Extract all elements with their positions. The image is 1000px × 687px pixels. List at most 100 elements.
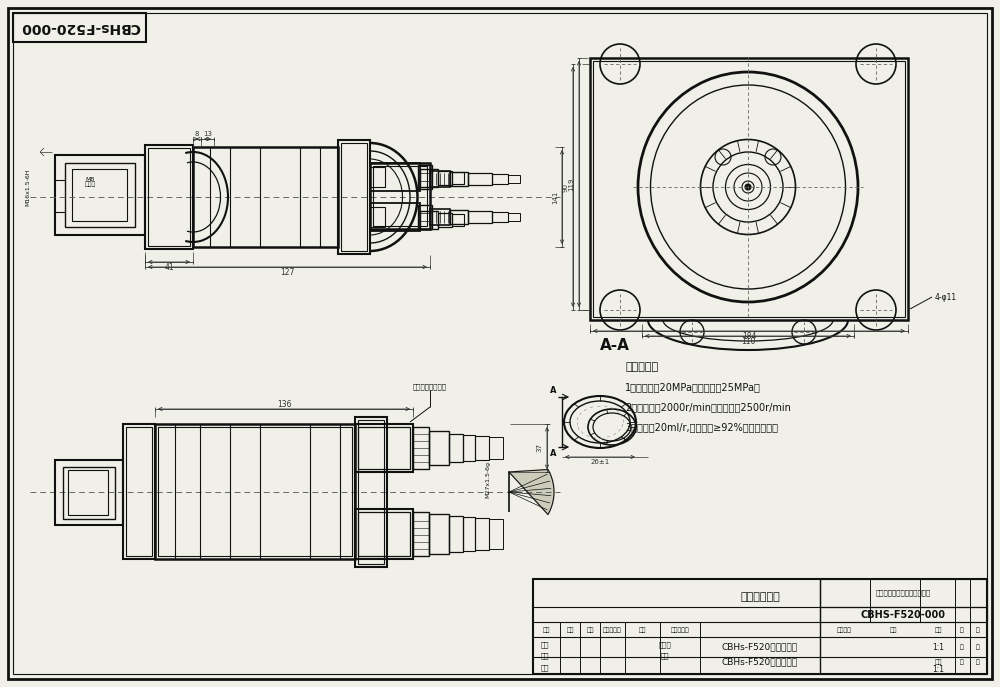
- Bar: [492, 212, 508, 222]
- Bar: [373, 166, 427, 226]
- Bar: [820, 607, 987, 622]
- Text: 图样标记: 图样标记: [836, 627, 852, 633]
- Bar: [418, 205, 432, 229]
- Text: CBHs-F520齿轮泵总成: CBHs-F520齿轮泵总成: [722, 642, 798, 651]
- Bar: [590, 58, 908, 320]
- Bar: [72, 169, 127, 221]
- Text: 共: 共: [960, 644, 964, 650]
- Text: 2、额定转速2000r/min，最高转速2500r/min: 2、额定转速2000r/min，最高转速2500r/min: [625, 402, 791, 412]
- Text: 设计: 设计: [541, 642, 549, 649]
- Text: 共: 共: [960, 627, 964, 633]
- Text: 90: 90: [562, 183, 568, 192]
- Bar: [65, 163, 135, 227]
- Text: 1:1: 1:1: [932, 642, 944, 651]
- Text: 批准: 批准: [661, 653, 669, 660]
- Bar: [489, 519, 503, 549]
- Text: 第: 第: [960, 660, 964, 665]
- Bar: [420, 169, 438, 187]
- Text: 4-φ11: 4-φ11: [935, 293, 957, 302]
- Bar: [418, 165, 432, 189]
- Text: 26±1: 26±1: [590, 459, 610, 465]
- Bar: [355, 417, 387, 567]
- Bar: [68, 470, 108, 515]
- Text: 数量: 数量: [889, 627, 897, 633]
- Bar: [158, 427, 352, 556]
- Text: 37: 37: [536, 444, 542, 453]
- Text: 8: 8: [195, 131, 199, 137]
- Bar: [429, 431, 449, 465]
- Bar: [413, 512, 429, 556]
- Text: 外连接尺寸图: 外连接尺寸图: [740, 592, 780, 602]
- Bar: [123, 424, 155, 559]
- Text: 页: 页: [976, 660, 980, 665]
- Bar: [13, 13, 146, 42]
- Text: 螺纹孔: 螺纹孔: [84, 181, 96, 187]
- Bar: [430, 209, 450, 225]
- Text: 页: 页: [976, 644, 980, 650]
- Text: CBHs-F520-000: CBHs-F520-000: [20, 20, 140, 34]
- Bar: [358, 427, 410, 469]
- Bar: [820, 579, 987, 607]
- Text: 比例: 比例: [934, 660, 942, 665]
- Bar: [508, 213, 520, 221]
- Bar: [449, 434, 463, 462]
- Bar: [370, 163, 430, 229]
- Text: A: A: [550, 449, 556, 458]
- Bar: [155, 424, 355, 559]
- Text: 标记: 标记: [542, 627, 550, 633]
- Text: 13: 13: [203, 131, 212, 137]
- Text: 标准化: 标准化: [659, 642, 671, 649]
- Bar: [193, 147, 338, 247]
- Bar: [438, 213, 452, 227]
- Text: CBHs-F520齿轮泵总成: CBHs-F520齿轮泵总成: [722, 657, 798, 666]
- Text: 119: 119: [568, 177, 574, 191]
- Text: 41: 41: [164, 262, 174, 271]
- Bar: [370, 207, 385, 227]
- Bar: [370, 163, 420, 191]
- Bar: [420, 211, 438, 229]
- Bar: [429, 514, 449, 554]
- Circle shape: [745, 184, 751, 190]
- Bar: [463, 435, 475, 461]
- Text: 127: 127: [280, 267, 295, 276]
- Bar: [126, 427, 152, 556]
- Bar: [450, 210, 468, 224]
- Bar: [492, 174, 508, 184]
- Text: 分区: 分区: [586, 627, 594, 633]
- Bar: [148, 148, 190, 246]
- Text: 处数: 处数: [566, 627, 574, 633]
- Text: 工艺: 工艺: [541, 665, 549, 671]
- Bar: [593, 61, 905, 317]
- Text: CBHS-F520-000: CBHS-F520-000: [860, 610, 946, 620]
- Bar: [55, 155, 145, 235]
- Text: M16x1.5-6H: M16x1.5-6H: [26, 168, 31, 205]
- Bar: [430, 171, 450, 187]
- Bar: [413, 427, 429, 469]
- Bar: [338, 140, 370, 254]
- Bar: [355, 509, 413, 559]
- Bar: [358, 420, 384, 564]
- Bar: [449, 516, 463, 552]
- Text: 1、额定压力20MPa，最高压力25MPa。: 1、额定压力20MPa，最高压力25MPa。: [625, 382, 761, 392]
- Text: M27x1.5-6g: M27x1.5-6g: [486, 462, 491, 499]
- Text: 1:1: 1:1: [932, 666, 944, 675]
- Text: 签名: 签名: [638, 627, 646, 633]
- Text: 110: 110: [741, 337, 755, 346]
- Bar: [463, 517, 475, 551]
- Bar: [468, 173, 492, 185]
- Text: 136: 136: [277, 400, 291, 409]
- Bar: [341, 143, 367, 251]
- Text: 更改文件号: 更改文件号: [603, 627, 621, 633]
- Bar: [370, 203, 420, 231]
- Text: 页: 页: [976, 627, 980, 633]
- Bar: [438, 171, 452, 185]
- Text: 年、月、日: 年、月、日: [671, 627, 689, 633]
- Text: 液压专用橡胶软管: 液压专用橡胶软管: [413, 384, 447, 390]
- Bar: [450, 172, 468, 186]
- Bar: [452, 172, 464, 184]
- Bar: [475, 518, 489, 550]
- Text: 常州博华盛液压科技有限公司: 常州博华盛液压科技有限公司: [875, 589, 931, 596]
- Bar: [63, 467, 115, 519]
- Bar: [452, 214, 464, 226]
- Text: M8: M8: [85, 177, 95, 181]
